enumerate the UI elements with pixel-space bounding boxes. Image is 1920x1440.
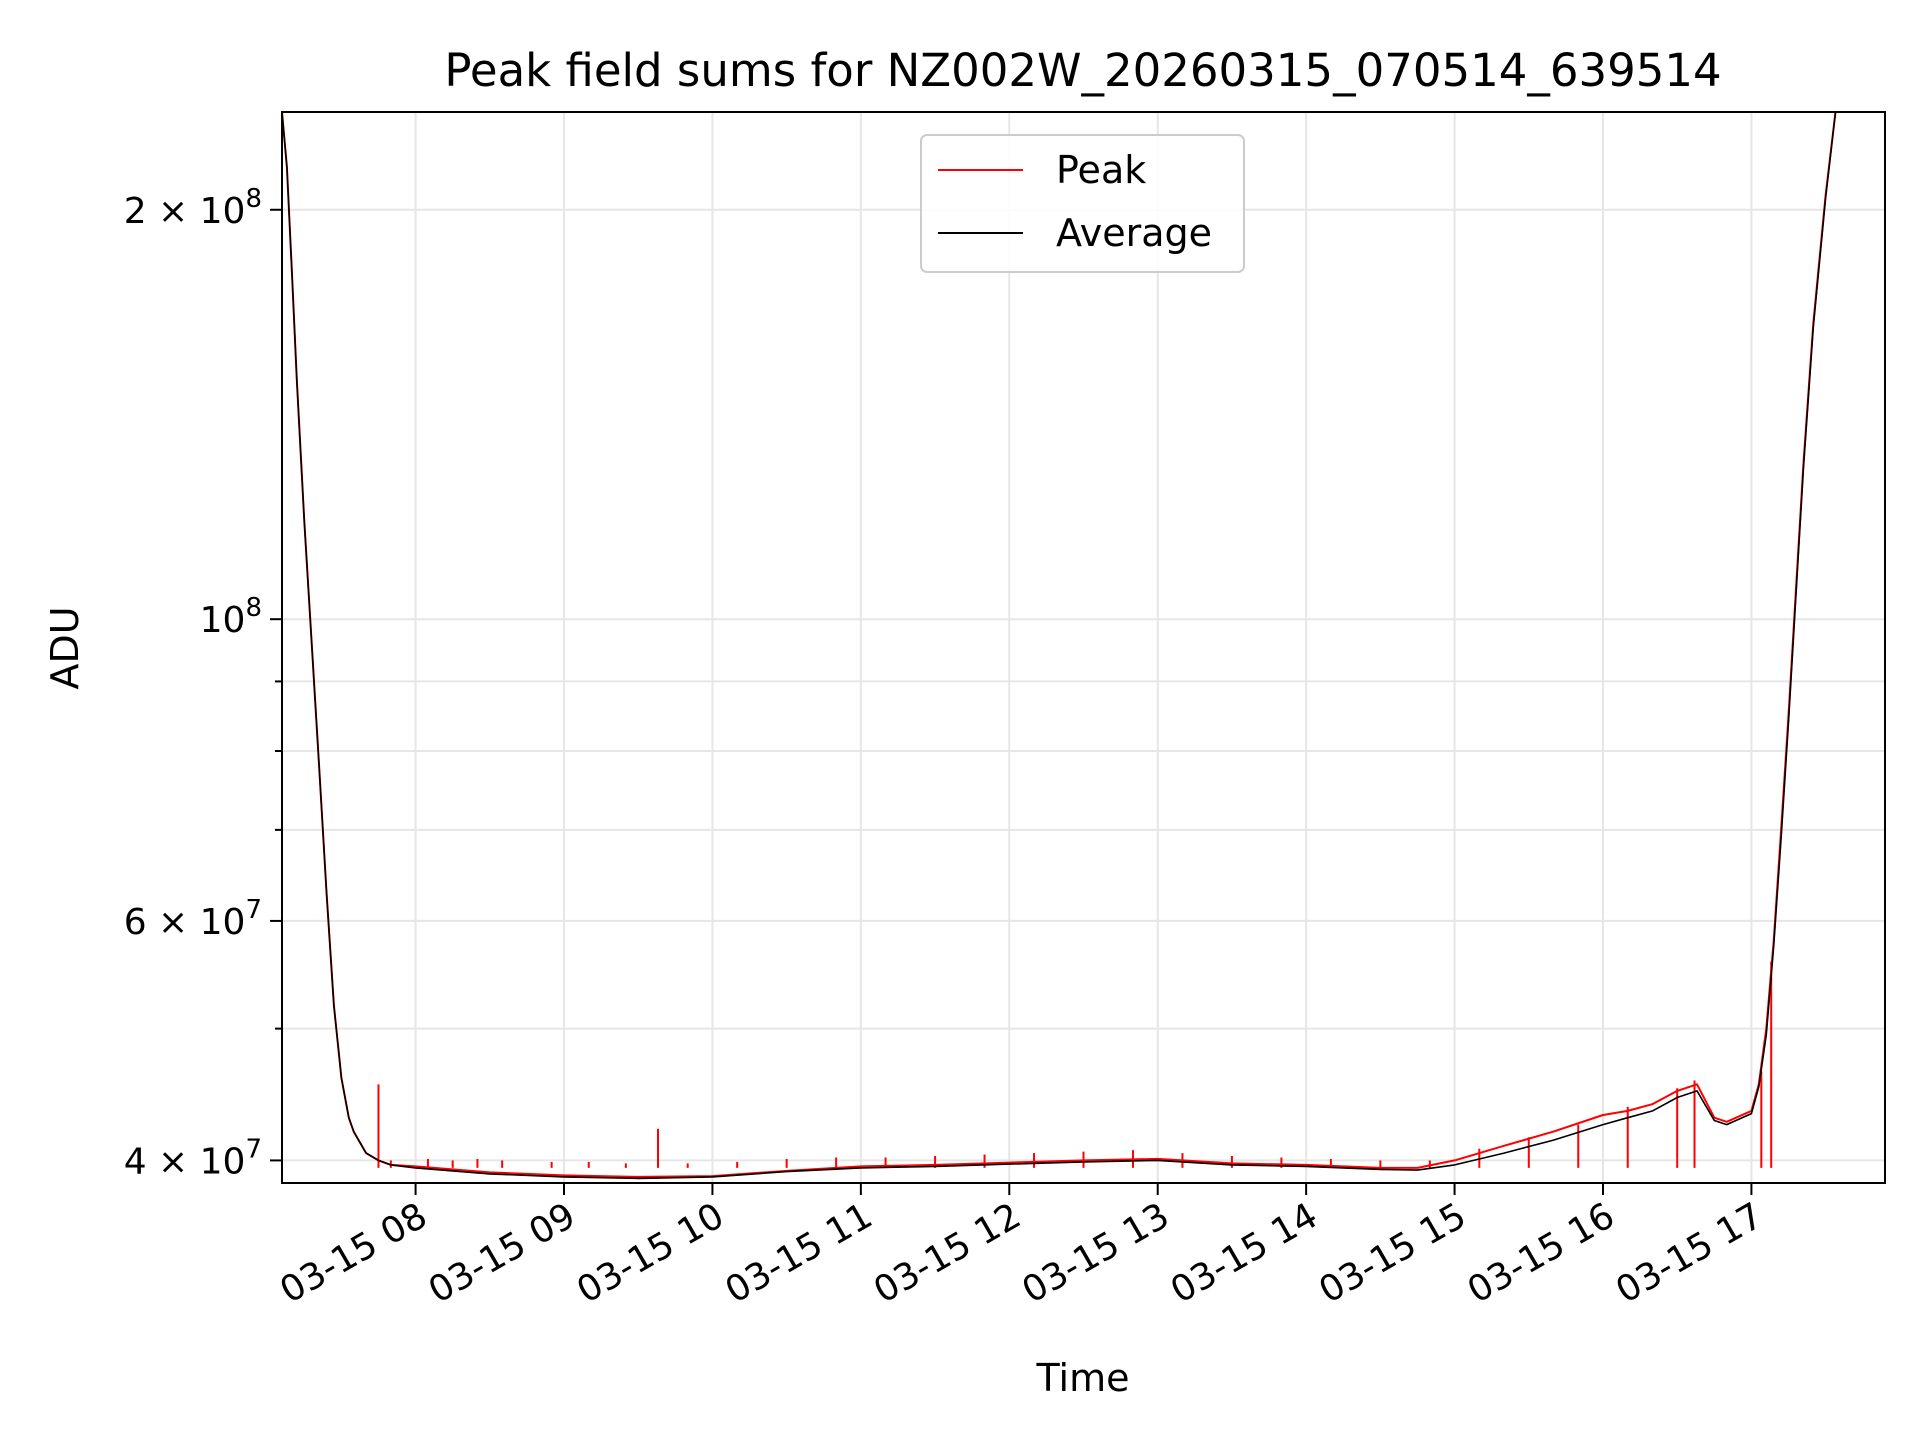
x-axis-label: Time (1036, 1356, 1130, 1400)
legend-label-peak: Peak (1056, 148, 1146, 192)
y-tick-label-exponent: 7 (245, 895, 262, 925)
series-group (282, 112, 1885, 1180)
y-tick-label-base: 2 × 10 (124, 191, 246, 232)
y-tick-label-base: 6 × 10 (124, 902, 246, 943)
plot-area (282, 112, 1885, 1180)
y-tick-label: 2 × 108 (124, 184, 262, 232)
series-line-average (282, 112, 1885, 1180)
y-tick-label-exponent: 8 (245, 184, 262, 214)
y-tick-label-base: 10 (200, 600, 246, 641)
y-tick-label-exponent: 7 (245, 1134, 262, 1164)
legend: Peak Average (920, 134, 1245, 273)
y-tick-label: 4 × 107 (124, 1134, 262, 1182)
y-tick-label: 108 (200, 593, 262, 641)
y-tick-label-base: 4 × 10 (124, 1141, 246, 1182)
legend-label-average: Average (1056, 211, 1212, 255)
axes-frame (281, 111, 1886, 1184)
y-axis-label: ADU (43, 606, 87, 689)
y-tick-label: 6 × 107 (124, 895, 262, 943)
y-tick-label-exponent: 8 (245, 593, 262, 623)
chart-title: Peak field sums for NZ002W_20260315_0705… (444, 44, 1721, 97)
